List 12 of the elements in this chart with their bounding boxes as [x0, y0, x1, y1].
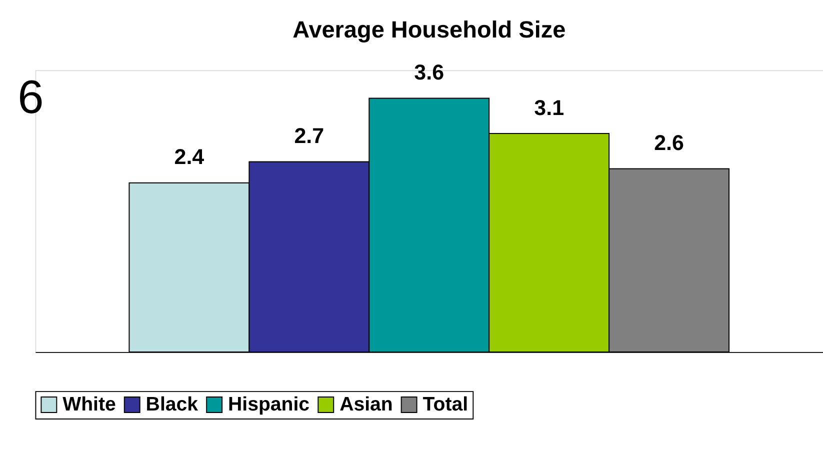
legend-label: Total: [422, 394, 468, 416]
legend-label: Asian: [340, 394, 393, 416]
data-label: 3.6: [414, 60, 444, 85]
legend-label: Hispanic: [228, 394, 310, 416]
data-label: 3.1: [534, 96, 564, 120]
annotation: 6: [18, 70, 44, 124]
legend-label: Black: [146, 394, 198, 416]
chart-title: Average Household Size: [292, 16, 566, 43]
data-label: 2.7: [294, 124, 324, 148]
legend-label: White: [62, 394, 116, 416]
data-label: 2.6: [654, 131, 684, 156]
data-label: 2.4: [174, 145, 204, 170]
